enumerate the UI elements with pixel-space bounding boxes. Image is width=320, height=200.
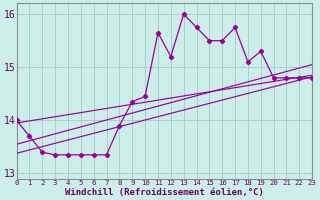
X-axis label: Windchill (Refroidissement éolien,°C): Windchill (Refroidissement éolien,°C) [65,188,264,197]
